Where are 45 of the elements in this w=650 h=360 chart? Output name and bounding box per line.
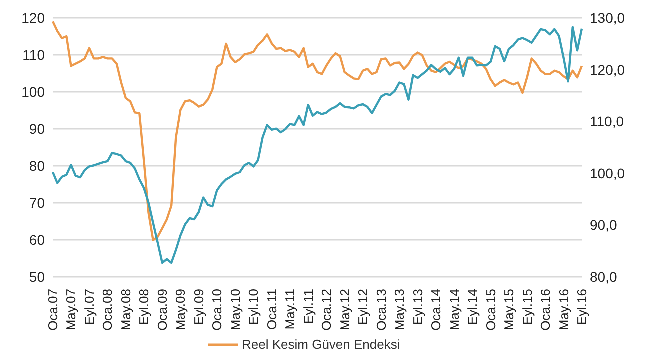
x-tick-label: Oca.12 — [319, 289, 334, 331]
x-tick-label: May.11 — [282, 289, 298, 330]
y-tick-label: 110 — [22, 46, 46, 63]
x-tick-label: Oca.13 — [374, 289, 389, 331]
x-tick-label: Eyl.10 — [246, 289, 262, 326]
x-tick-label: May.12 — [337, 289, 352, 331]
x-tick-label: Eyl.16 — [574, 289, 590, 326]
legend-label: Reel Kesim Güven Endeksi — [242, 337, 400, 352]
x-tick-label: Eyl.14 — [465, 289, 480, 326]
x-tick-label: May.16 — [556, 289, 572, 331]
x-tick-label: Oca.15 — [483, 289, 498, 331]
y-tick-label: 70 — [29, 194, 46, 211]
y2-tick-label: 130,0 — [590, 10, 626, 26]
x-tick-label: Oca.14 — [428, 289, 444, 331]
x-tick-label: May.15 — [502, 289, 517, 331]
y-tick-label: 120 — [22, 10, 46, 26]
x-tick-label: Oca.07 — [46, 289, 60, 331]
x-tick-label: May.13 — [392, 289, 408, 331]
x-tick-label: Oca.10 — [210, 289, 225, 331]
y2-tick-label: 90,0 — [590, 217, 618, 234]
y-tick-label: 90 — [29, 120, 46, 137]
x-tick-label: Eyl.12 — [356, 289, 371, 326]
x-tick-label: Oca.11 — [264, 289, 280, 330]
y2-tick-label: 110,0 — [590, 114, 624, 130]
y-tick-label: 80 — [29, 158, 46, 174]
x-tick-label: Oca.16 — [538, 289, 554, 331]
x-tick-label: Oca.09 — [154, 289, 170, 331]
y2-tick-label: 120,0 — [590, 62, 626, 78]
x-tick-label: Eyl.07 — [82, 289, 97, 326]
x-tick-label: Eyl.11 — [300, 289, 316, 324]
y-tick-label: 60 — [29, 232, 46, 248]
x-tick-label: May.14 — [446, 289, 462, 331]
x-tick-label: May.10 — [228, 289, 243, 331]
x-tick-label: May.09 — [173, 289, 188, 331]
x-tick-label: May.08 — [118, 289, 134, 331]
x-tick-label: Eyl.15 — [520, 289, 535, 326]
y-tick-label: 50 — [29, 268, 46, 285]
y2-tick-label: 100,0 — [590, 165, 626, 182]
x-tick-label: May.07 — [64, 289, 79, 331]
x-tick-label: Eyl.09 — [191, 289, 206, 326]
y2-tick-label: 80,0 — [590, 268, 618, 285]
x-tick-label: Oca.08 — [100, 289, 116, 331]
x-tick-label: Eyl.13 — [410, 289, 426, 326]
y-tick-label: 100 — [22, 84, 46, 100]
x-tick-label: Eyl.08 — [136, 289, 152, 326]
